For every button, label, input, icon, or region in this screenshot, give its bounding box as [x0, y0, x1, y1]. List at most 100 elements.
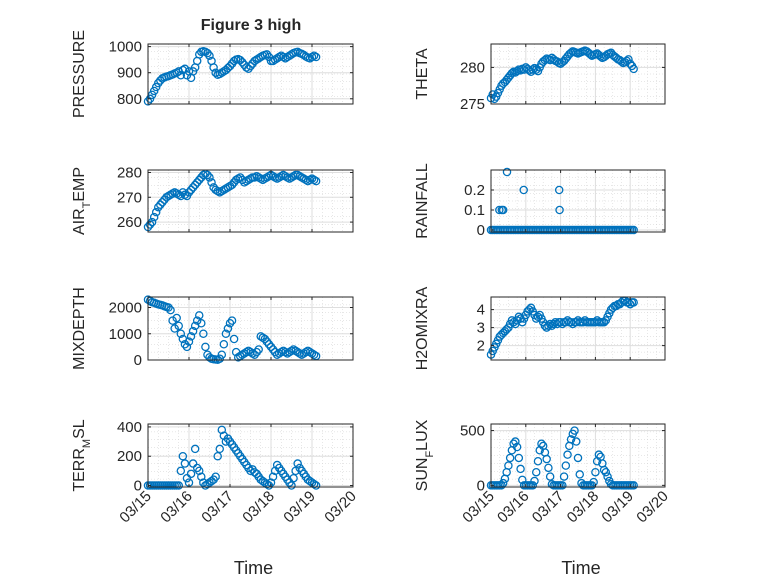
data-point: [573, 453, 583, 463]
data-point: [172, 313, 181, 323]
data-point: [601, 467, 611, 477]
data-point: [242, 63, 251, 72]
y-tick-label: 0: [134, 352, 142, 369]
data-point: [268, 472, 278, 481]
data-point: [301, 347, 311, 357]
data-point: [209, 63, 218, 72]
data-point: [264, 339, 274, 349]
axes-box: [147, 296, 354, 361]
y-tick-label: 4: [477, 302, 485, 319]
data-point: [554, 185, 564, 195]
data-point: [242, 347, 251, 357]
y-tick-label: 2000: [109, 300, 142, 317]
y-axis-label: H2OMIXRA: [414, 286, 431, 370]
axes-box: [490, 423, 666, 488]
axes-layer: 800 900 1000 PRESSURE 275 280 THETA 260 270 280 AI…: [71, 30, 672, 578]
y-axis-label: SUNFLUX: [414, 419, 436, 491]
data-point: [203, 48, 212, 58]
data-point: [270, 347, 280, 357]
data-point: [287, 346, 296, 356]
y-axis-label: MIXDEPTH: [71, 287, 88, 370]
data-point: [542, 454, 551, 464]
y-tick-label: 200: [117, 448, 142, 465]
data-point: [629, 298, 638, 307]
data-point: [309, 51, 319, 60]
y-tick-label: 2: [477, 338, 485, 355]
data-point: [624, 298, 633, 307]
data-point: [624, 55, 633, 64]
x-axis-title: Time: [234, 558, 273, 578]
data-point: [246, 61, 255, 71]
y-tick-label: 800: [117, 91, 142, 108]
data-point: [219, 339, 229, 349]
y-tick-label: 0.1: [464, 202, 485, 219]
data-point: [164, 303, 173, 312]
data-point: [268, 345, 278, 354]
data-point: [544, 321, 553, 331]
y-tick-label: 1000: [109, 326, 142, 343]
y-tick-label: 270: [117, 189, 142, 206]
axes-box: [490, 169, 666, 233]
x-axis-title: Time: [561, 558, 600, 578]
data-point: [151, 207, 161, 217]
figure-title: Figure 3 high: [201, 17, 301, 34]
data-point: [227, 316, 237, 325]
data-point: [197, 472, 206, 481]
data-point: [561, 461, 571, 470]
data-point: [528, 481, 538, 490]
data-point: [558, 481, 567, 490]
data-point: [207, 178, 216, 187]
data-point: [217, 425, 227, 435]
subplot-2: 275 280 THETA: [414, 43, 666, 113]
data-point: [188, 183, 198, 192]
data-point: [307, 52, 317, 62]
axes-box: [147, 169, 354, 233]
data-point: [511, 437, 520, 446]
y-tick-label: 0: [477, 222, 485, 239]
data-point: [555, 205, 564, 215]
data-point: [274, 52, 284, 62]
data-point: [512, 442, 522, 452]
data-point: [194, 311, 204, 320]
data-point: [235, 173, 245, 182]
data-point: [279, 52, 288, 62]
data-point: [545, 472, 555, 481]
data-point: [629, 64, 638, 74]
y-axis-label: PRESSURE: [71, 30, 88, 118]
data-point: [599, 465, 609, 475]
y-axis-label: AIRTEMP: [71, 167, 93, 235]
data-point: [176, 71, 186, 80]
data-point: [575, 470, 584, 479]
data-point: [194, 466, 204, 476]
y-tick-label: 0.2: [464, 182, 485, 199]
data-point: [174, 321, 183, 331]
y-tick-label: 280: [460, 59, 485, 76]
data-point: [201, 342, 210, 352]
data-point: [309, 350, 319, 359]
data-point: [295, 349, 304, 358]
y-axis-label: RAINFALL: [414, 163, 431, 239]
data-point: [197, 318, 206, 328]
data-point: [566, 435, 576, 444]
y-tick-label: 0: [134, 478, 142, 495]
y-tick-label: 0: [477, 477, 485, 494]
data-point: [293, 459, 302, 468]
data-point: [281, 347, 290, 357]
y-axis-label: TERRMSL: [71, 419, 93, 491]
data-point: [289, 473, 298, 483]
data-point: [184, 188, 194, 197]
data-point: [192, 178, 202, 187]
data-point: [229, 56, 239, 66]
data-point: [188, 326, 198, 336]
data-point: [530, 476, 539, 486]
data-point: [205, 51, 214, 60]
data-point: [238, 58, 247, 67]
data-point: [203, 170, 212, 180]
data-point: [184, 337, 194, 346]
data-point: [178, 65, 188, 75]
data-point: [254, 345, 263, 354]
axes-box: [490, 43, 666, 105]
data-point: [505, 453, 515, 463]
data-point: [276, 347, 286, 357]
